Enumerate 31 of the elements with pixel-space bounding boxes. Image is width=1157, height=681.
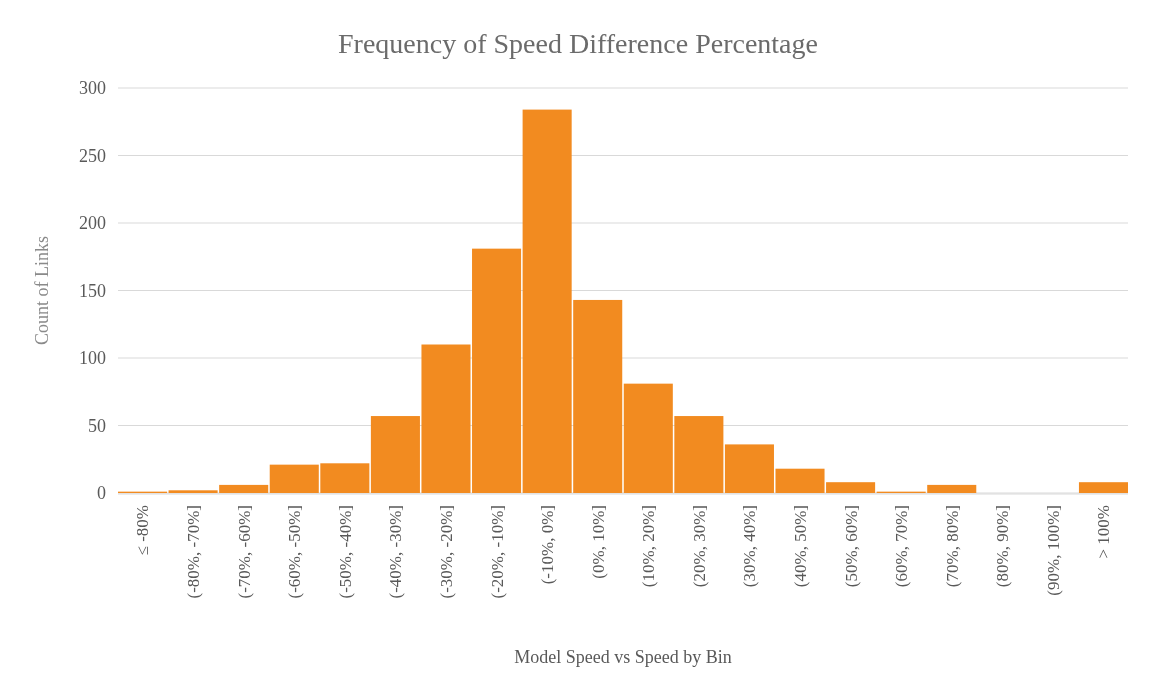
x-tick-label: (40%, 50%] [790,505,810,588]
x-tick-label: (-30%, -20%] [436,505,456,599]
x-tick-label: (50%, 60%] [841,505,861,588]
x-tick-label: (-40%, -30%] [386,505,406,599]
y-axis-title: Count of Links [32,235,52,346]
x-tick-label: (10%, 20%] [639,505,659,588]
y-tick-label: 250 [79,145,106,166]
x-tick-label: (-10%, 0%] [538,505,558,585]
x-tick-label: (90%, 100%] [1043,505,1063,596]
y-tick-label: 200 [79,213,106,234]
x-tick-label: (70%, 80%] [942,505,962,588]
x-tick-label: (30%, 40%] [740,505,760,588]
chart-title: Frequency of Speed Difference Percentage [338,28,818,59]
y-tick-label: 50 [88,415,106,436]
x-tick-label: (-70%, -60%] [234,505,254,599]
x-axis-title: Model Speed vs Speed by Bin [514,647,732,667]
x-tick-label: (80%, 90%] [993,505,1013,588]
x-tick-label: (-20%, -10%] [487,505,507,599]
x-tick-label: (-50%, -40%] [335,505,355,599]
x-tick-label: (60%, 70%] [892,505,912,588]
x-tick-label: (20%, 30%] [689,505,709,588]
y-tick-label: 300 [79,78,106,99]
y-tick-label: 0 [97,483,106,504]
x-tick-label: (-80%, -70%] [184,505,204,599]
x-tick-label: > 100% [1094,505,1114,559]
y-tick-label: 150 [79,280,106,301]
x-tick-label: (-60%, -50%] [285,505,305,599]
x-tick-label: ≤ -80% [133,505,153,556]
y-tick-label: 100 [79,348,106,369]
bar [1078,482,1128,493]
x-tick-label: (0%, 10%] [588,505,608,579]
